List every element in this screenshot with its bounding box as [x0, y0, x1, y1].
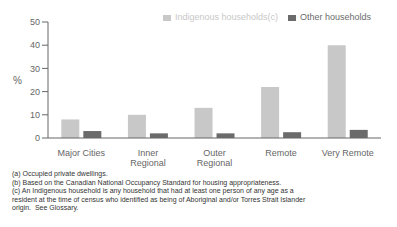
html-text:Other households: Other households — [300, 12, 371, 22]
svg-text:Major Cities: Major Cities — [58, 148, 106, 158]
svg-text:OuterRegional: OuterRegional — [197, 148, 233, 168]
svg-text:10: 10 — [30, 110, 40, 120]
html-text:resident at the time of census: resident at the time of census who ident… — [12, 195, 306, 203]
svg-text:InnerRegional: InnerRegional — [130, 148, 166, 168]
svg-text:0: 0 — [35, 133, 40, 143]
svg-text:30: 30 — [30, 64, 40, 74]
svg-text:Remote: Remote — [265, 148, 297, 158]
html-text:(b) Based on the Canadian Nati: (b) Based on the Canadian National Occup… — [12, 178, 282, 186]
svg-text:50: 50 — [30, 17, 40, 27]
svg-text:%: % — [13, 75, 22, 86]
svg-text:Very Remote: Very Remote — [322, 148, 374, 158]
html-text:origin. See Glossary.: origin. See Glossary. — [12, 204, 79, 212]
html-text:(a) Occupied private dwellings: (a) Occupied private dwellings. — [12, 170, 108, 177]
svg-text:40: 40 — [30, 40, 40, 50]
html-text:Indigenous households(c): Indigenous households(c) — [174, 12, 278, 22]
html-text:(c) An Indigenous household is: (c) An Indigenous household is any house… — [12, 187, 294, 195]
svg-text:20: 20 — [30, 87, 40, 97]
